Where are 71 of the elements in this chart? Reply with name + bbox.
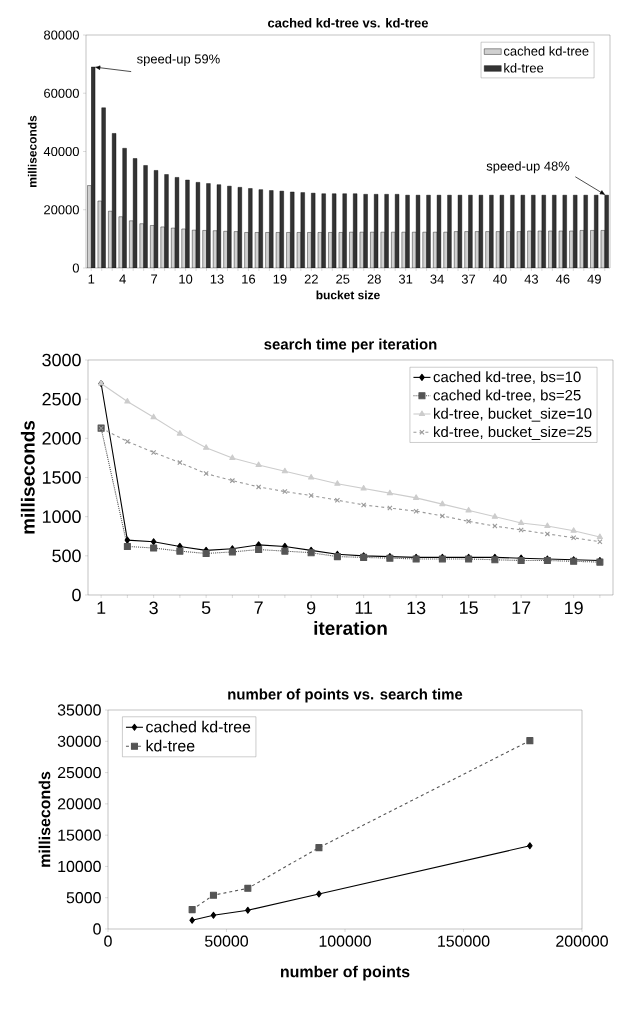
y-tick-label: 0 [72, 263, 79, 273]
x-tick-label: 43 [524, 274, 539, 284]
x-tick-label: 19 [565, 601, 583, 615]
y-tick-label: 15000 [58, 829, 101, 841]
y-tick-label: 1500 [42, 471, 81, 484]
legend-label: cached kd-tree [146, 720, 251, 733]
y-tick-label: 20000 [44, 205, 79, 215]
legend-label: kd-tree [146, 739, 195, 752]
legend-label: cached kd-tree [503, 46, 589, 56]
x-tick-label: 17 [512, 601, 531, 614]
x-axis-title: number of points [280, 965, 410, 981]
x-tick-label: 31 [398, 274, 413, 284]
y-axis-title: milliseconds [20, 420, 35, 534]
x-tick-label: 13 [210, 274, 224, 284]
x-tick-label: 46 [555, 274, 570, 284]
annotation: speed-up 48% [486, 161, 570, 174]
x-tick-label: 3 [149, 601, 158, 615]
y-tick-label: 500 [52, 549, 81, 563]
x-tick-label: 0 [104, 935, 112, 947]
x-tick-label: 19 [273, 274, 287, 284]
y-tick-label: 40000 [43, 146, 79, 157]
y-tick-label: 5000 [66, 892, 101, 904]
x-tick-label: 100000 [319, 935, 371, 947]
legend-label: kd-tree, bucket_size=10 [434, 407, 592, 422]
y-tick-label: 3000 [42, 353, 81, 367]
x-tick-label: 16 [242, 274, 256, 284]
x-tick-label: 50000 [204, 935, 249, 947]
x-tick-label: 200000 [556, 935, 608, 947]
x-tick-label: 9 [306, 601, 316, 615]
x-tick-label: 1 [88, 274, 95, 284]
legend-label: cached kd-tree, bs=25 [433, 389, 581, 403]
x-axis-title: bucket size [316, 290, 380, 300]
x-tick-label: 7 [151, 274, 158, 284]
y-axis-title: milliseconds [38, 771, 51, 867]
x-tick-label: 5 [201, 601, 211, 615]
x-tick-label: 15 [460, 601, 478, 615]
x-tick-label: 11 [355, 601, 373, 614]
y-tick-label: 20000 [57, 798, 101, 810]
x-tick-label: 10 [179, 274, 193, 284]
chart-title: search time per iteration [264, 338, 437, 353]
annotation: speed-up 59% [137, 54, 220, 67]
x-tick-label: 13 [407, 601, 426, 615]
x-tick-label: 25 [336, 274, 350, 284]
legend-label: cached kd-tree, bs=10 [433, 371, 581, 384]
x-tick-label: 1 [97, 601, 106, 614]
x-tick-label: 34 [430, 274, 444, 284]
chart-title: cached kd-tree vs. kd-tree [268, 17, 429, 28]
chart-title: number of points vs. search time [228, 688, 463, 703]
y-tick-label: 1000 [42, 510, 81, 524]
y-axis-title: milliseconds [27, 115, 37, 187]
x-tick-label: 49 [587, 274, 601, 284]
x-tick-label: 150000 [438, 935, 490, 947]
y-tick-label: 25000 [57, 766, 101, 779]
legend-label: kd-tree, bucket_size=25 [434, 426, 592, 440]
y-tick-label: 10000 [58, 860, 101, 873]
y-tick-label: 80000 [44, 30, 79, 40]
x-tick-label: 40 [493, 274, 507, 284]
y-tick-label: 0 [93, 923, 101, 935]
y-tick-label: 30000 [57, 735, 101, 747]
x-tick-label: 37 [461, 274, 476, 284]
y-tick-label: 2000 [42, 431, 81, 445]
legend-label: kd-tree [504, 63, 544, 73]
x-tick-label: 22 [304, 274, 318, 284]
x-tick-label: 7 [254, 601, 263, 614]
y-tick-label: 2500 [42, 392, 81, 406]
y-tick-label: 35000 [57, 704, 101, 716]
y-tick-label: 0 [72, 588, 81, 602]
y-tick-label: 60000 [44, 88, 79, 98]
x-tick-label: 4 [119, 274, 126, 284]
x-tick-label: 28 [367, 274, 381, 284]
x-axis-title: iteration [314, 621, 387, 635]
